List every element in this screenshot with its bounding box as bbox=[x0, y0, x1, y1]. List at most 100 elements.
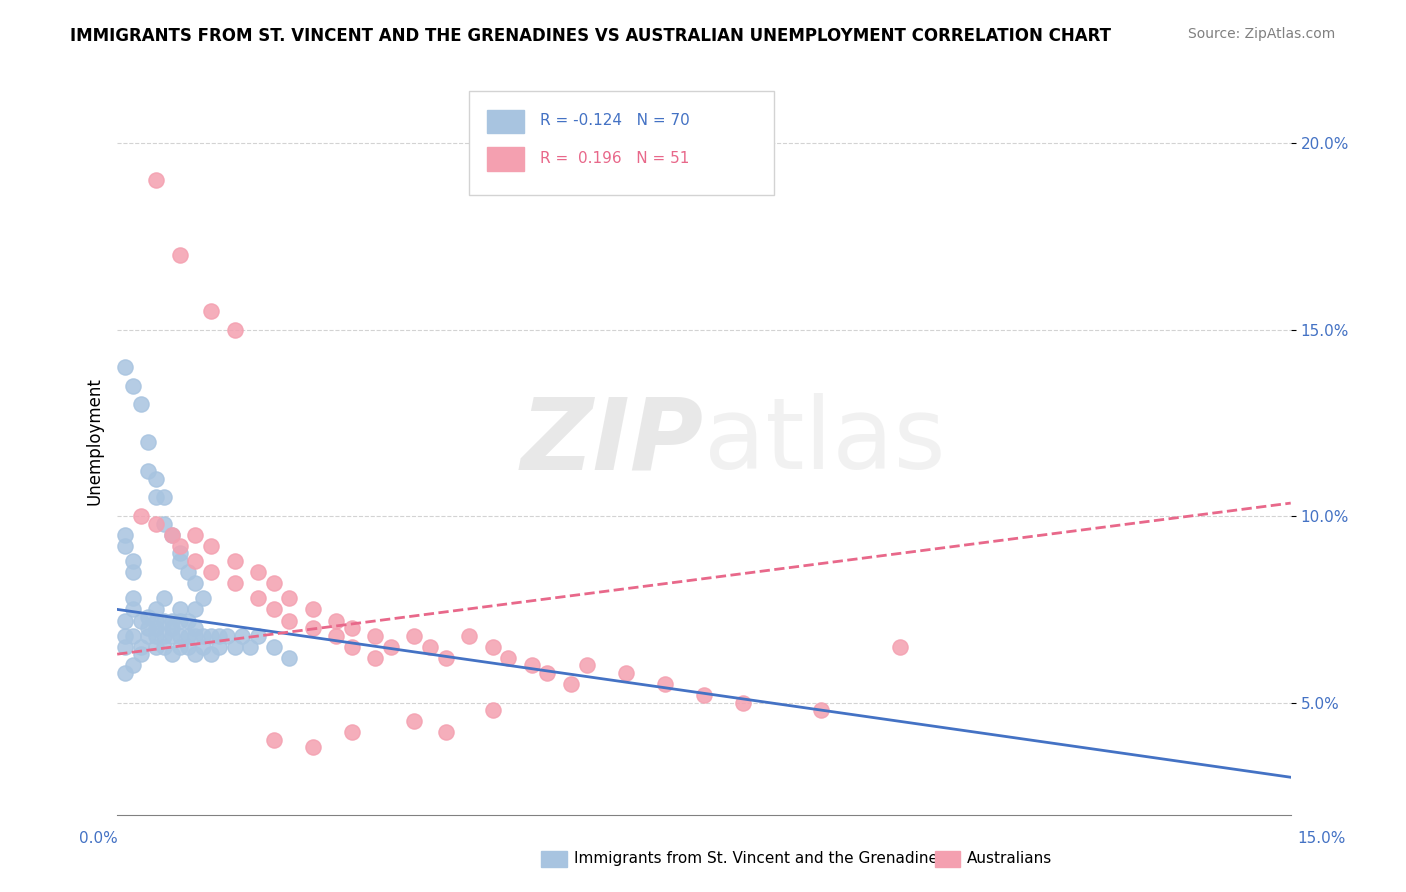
Point bbox=[184, 602, 207, 616]
Point bbox=[169, 554, 191, 568]
Point bbox=[224, 554, 246, 568]
Point bbox=[129, 647, 152, 661]
Point bbox=[404, 714, 426, 729]
Point bbox=[889, 640, 911, 654]
Point bbox=[114, 614, 136, 628]
Point bbox=[145, 602, 167, 616]
Point bbox=[247, 591, 270, 606]
Bar bbox=[486, 110, 524, 134]
Point bbox=[114, 359, 136, 374]
Point bbox=[114, 528, 136, 542]
Point bbox=[176, 565, 198, 579]
Point bbox=[263, 602, 285, 616]
Point bbox=[364, 651, 387, 665]
Point bbox=[263, 733, 285, 747]
Point bbox=[114, 665, 136, 680]
Point bbox=[810, 703, 832, 717]
Point bbox=[169, 602, 191, 616]
Point bbox=[208, 628, 231, 642]
Point bbox=[575, 658, 598, 673]
Point bbox=[160, 628, 183, 642]
Point bbox=[153, 491, 176, 505]
Point bbox=[340, 725, 363, 739]
Point bbox=[434, 725, 457, 739]
Point bbox=[364, 628, 387, 642]
Point bbox=[481, 640, 503, 654]
Point bbox=[193, 628, 215, 642]
Text: IMMIGRANTS FROM ST. VINCENT AND THE GRENADINES VS AUSTRALIAN UNEMPLOYMENT CORREL: IMMIGRANTS FROM ST. VINCENT AND THE GREN… bbox=[70, 27, 1111, 45]
Point bbox=[458, 628, 481, 642]
Point bbox=[114, 539, 136, 553]
Point bbox=[536, 665, 558, 680]
Point bbox=[121, 658, 143, 673]
Text: atlas: atlas bbox=[704, 393, 946, 490]
Point bbox=[169, 614, 191, 628]
Point bbox=[145, 640, 167, 654]
Point bbox=[184, 647, 207, 661]
Point bbox=[160, 614, 183, 628]
Point bbox=[145, 173, 167, 187]
Point bbox=[184, 628, 207, 642]
Point bbox=[301, 621, 323, 635]
Point bbox=[184, 621, 207, 635]
Point bbox=[340, 621, 363, 635]
Text: R = -0.124   N = 70: R = -0.124 N = 70 bbox=[540, 113, 689, 128]
Text: 15.0%: 15.0% bbox=[1298, 831, 1346, 846]
Point bbox=[224, 323, 246, 337]
Point bbox=[129, 509, 152, 524]
Point bbox=[193, 591, 215, 606]
Point bbox=[184, 576, 207, 591]
Y-axis label: Unemployment: Unemployment bbox=[86, 377, 103, 506]
Point bbox=[129, 614, 152, 628]
Point bbox=[121, 378, 143, 392]
Point bbox=[278, 614, 301, 628]
Point bbox=[614, 665, 637, 680]
Point bbox=[153, 591, 176, 606]
Point bbox=[138, 434, 160, 449]
Point bbox=[153, 628, 176, 642]
Point bbox=[176, 640, 198, 654]
Point bbox=[169, 546, 191, 560]
Point bbox=[200, 647, 222, 661]
Point bbox=[160, 528, 183, 542]
Point bbox=[239, 640, 262, 654]
Point bbox=[340, 640, 363, 654]
Point bbox=[263, 640, 285, 654]
Text: Australians: Australians bbox=[967, 852, 1053, 866]
Point bbox=[114, 640, 136, 654]
Point bbox=[693, 688, 716, 702]
Point bbox=[481, 703, 503, 717]
Point bbox=[498, 651, 520, 665]
Point bbox=[224, 640, 246, 654]
Point bbox=[224, 576, 246, 591]
Point bbox=[121, 628, 143, 642]
Point bbox=[145, 621, 167, 635]
Point bbox=[145, 491, 167, 505]
Point bbox=[121, 565, 143, 579]
Point bbox=[434, 651, 457, 665]
Point bbox=[231, 628, 253, 642]
Point bbox=[138, 610, 160, 624]
Point bbox=[145, 472, 167, 486]
Point bbox=[138, 464, 160, 478]
Point bbox=[733, 696, 755, 710]
Point bbox=[560, 677, 582, 691]
Point bbox=[121, 591, 143, 606]
Point bbox=[184, 528, 207, 542]
Bar bbox=[486, 147, 524, 170]
Point bbox=[160, 647, 183, 661]
Point bbox=[160, 621, 183, 635]
Point bbox=[169, 539, 191, 553]
Point bbox=[520, 658, 543, 673]
Point bbox=[145, 516, 167, 531]
Point bbox=[169, 640, 191, 654]
Point bbox=[301, 602, 323, 616]
Point bbox=[129, 640, 152, 654]
Point bbox=[169, 248, 191, 262]
Point bbox=[176, 614, 198, 628]
Point bbox=[380, 640, 402, 654]
Text: ZIP: ZIP bbox=[522, 393, 704, 490]
Point bbox=[138, 628, 160, 642]
Point bbox=[200, 565, 222, 579]
Point bbox=[215, 628, 238, 642]
